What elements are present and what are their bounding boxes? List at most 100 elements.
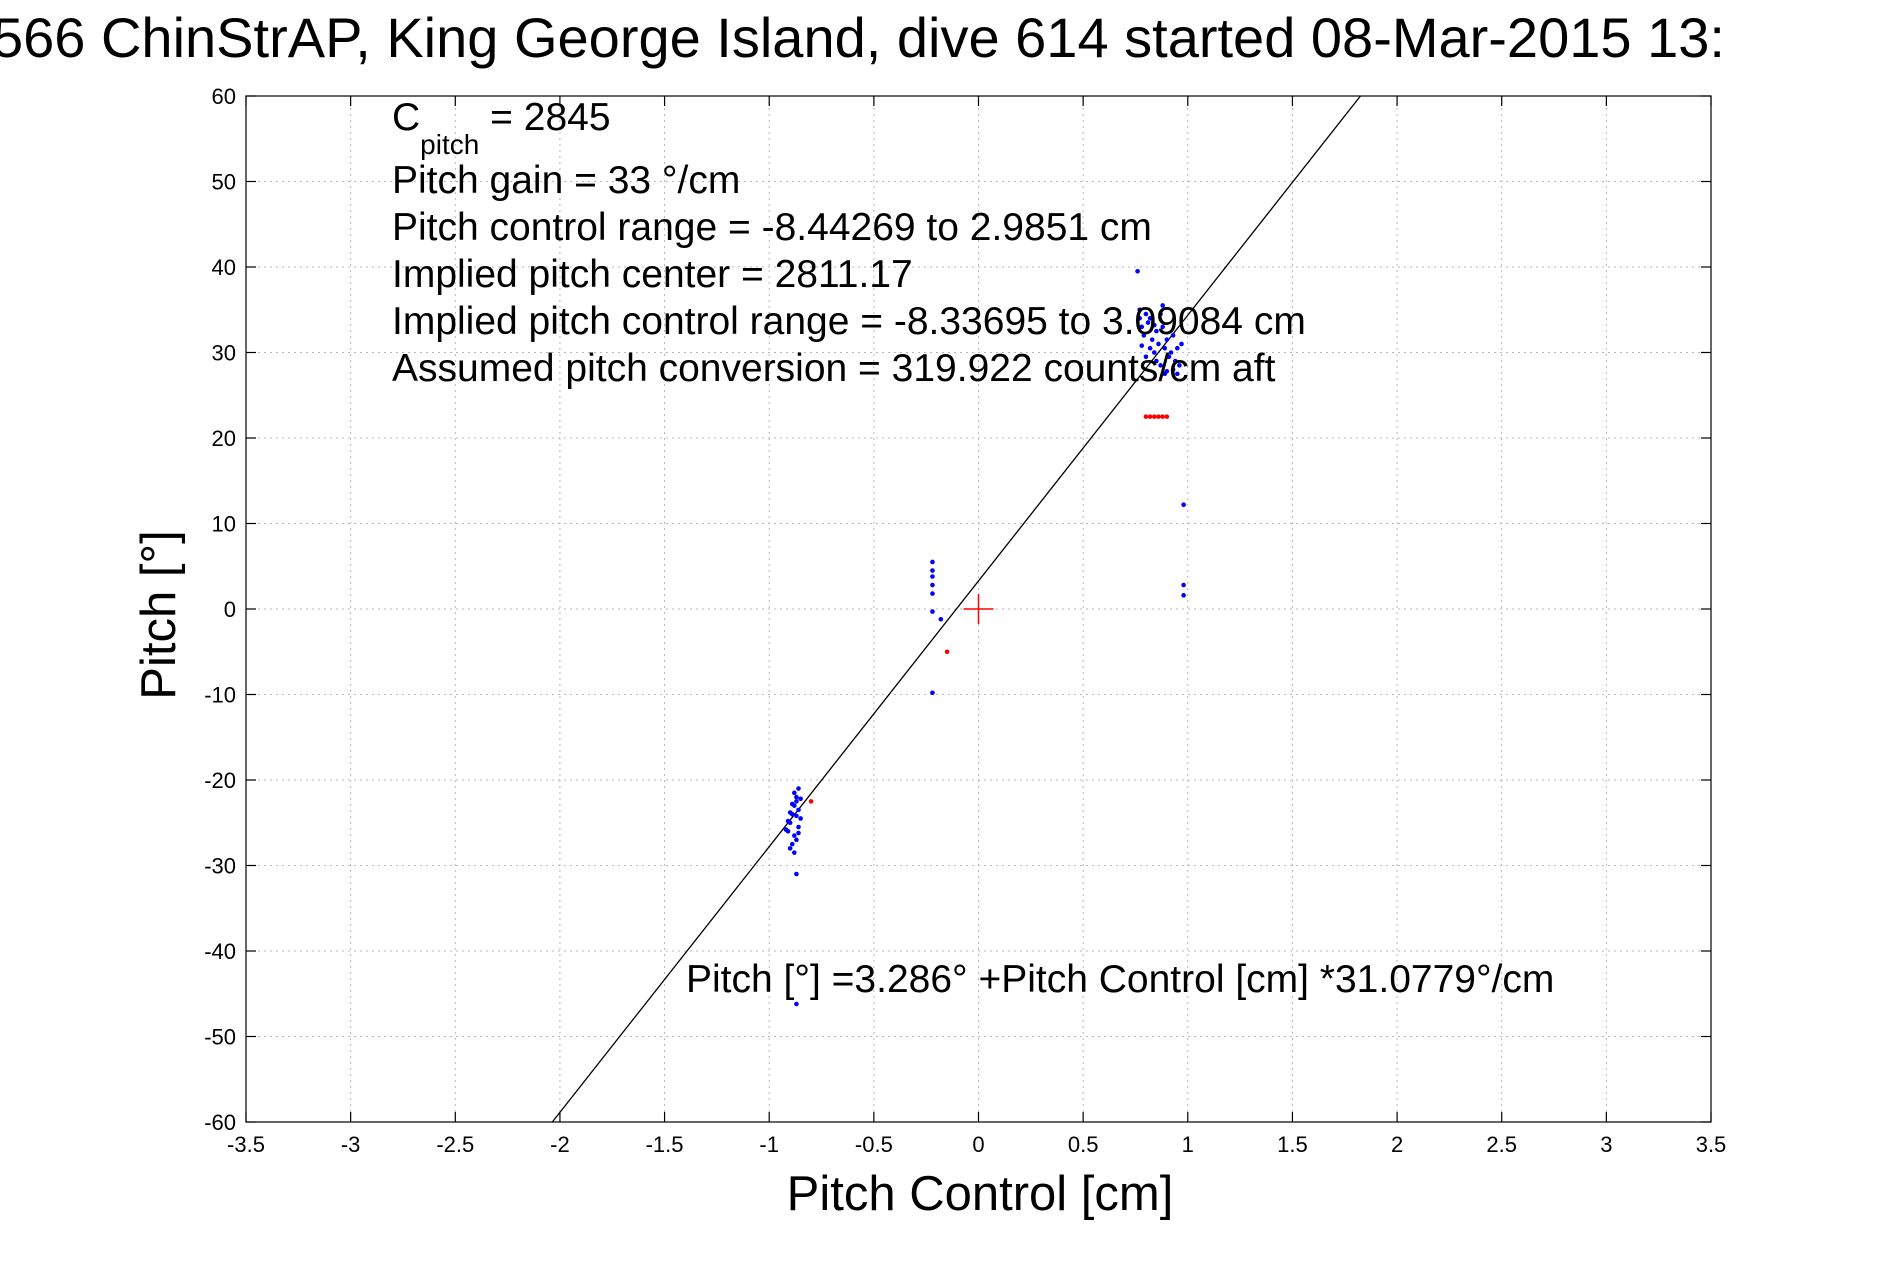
blue-data-point: [794, 794, 799, 800]
y-axis-label: Pitch [°]: [132, 530, 186, 699]
y-tick-label: 30: [212, 341, 236, 366]
x-axis-label: Pitch Control [cm]: [787, 1167, 1174, 1221]
fit-line: [551, 95, 1361, 1123]
blue-data-point: [1164, 337, 1170, 342]
blue-data-point: [1166, 354, 1172, 360]
blue-data-point: [794, 871, 799, 877]
assumed-pitch-conversion-annotation: Assumed pitch conversion = 319.922 count…: [392, 347, 1276, 390]
y-tick-labels: 60 50 40 30 20 10 0 -10 -20 -30 -40 -50 -60: [204, 84, 236, 1135]
blue-data-point: [930, 582, 935, 588]
center-marker: [963, 594, 994, 624]
blue-data-point: [1141, 333, 1147, 338]
y-tick-label: 20: [212, 426, 236, 451]
x-tick-label: 3: [1600, 1132, 1612, 1157]
blue-data-point: [1164, 369, 1170, 374]
blue-data-point: [1181, 593, 1186, 598]
blue-data-point: [1168, 350, 1174, 355]
data-points: [783, 268, 1186, 1007]
blue-data-point: [1152, 350, 1157, 355]
blue-data-point: [930, 690, 935, 696]
x-tick-label: 2: [1391, 1132, 1403, 1157]
blue-data-point: [789, 801, 795, 807]
blue-data-point: [1158, 311, 1163, 317]
implied-pitch-control-range-annotation: Implied pitch control range = -8.33695 t…: [392, 300, 1306, 343]
blue-data-point: [787, 846, 793, 851]
red-data-point: [808, 799, 814, 804]
blue-data-point: [930, 574, 935, 579]
blue-data-point: [796, 824, 801, 830]
annotations: Cpitch = 2845 Pitch gain = 33 °/cm Pitch…: [392, 96, 1554, 1001]
blue-data-point: [1181, 582, 1186, 588]
blue-data-point: [1162, 345, 1168, 351]
blue-data-point: [798, 796, 803, 802]
red-data-point: [1164, 414, 1170, 419]
blue-data-point: [787, 810, 793, 815]
x-tick-label: -3.5: [227, 1132, 265, 1157]
red-data-point: [1156, 414, 1161, 419]
blue-data-point: [930, 559, 935, 565]
blue-data-point: [1147, 316, 1153, 321]
blue-data-point: [1175, 371, 1180, 377]
blue-data-point: [930, 591, 935, 596]
blue-data-point: [1172, 358, 1178, 364]
blue-data-point: [1137, 307, 1142, 313]
c-pitch-main: C: [392, 96, 420, 139]
x-tick-label: -1: [759, 1132, 779, 1157]
blue-data-point: [1143, 311, 1149, 317]
blue-data-point: [796, 786, 801, 791]
red-data-point: [1160, 414, 1165, 419]
y-tick-label: -40: [204, 939, 236, 964]
blue-data-point: [798, 816, 803, 821]
x-tick-label: 0.5: [1068, 1132, 1099, 1157]
red-data-point: [944, 649, 950, 655]
blue-data-point: [785, 818, 791, 824]
y-tick-label: 60: [212, 84, 236, 109]
blue-data-point: [792, 850, 797, 855]
x-tick-label: -3: [341, 1132, 361, 1157]
y-tick-label: 10: [212, 512, 236, 537]
x-tick-label: -0.5: [855, 1132, 893, 1157]
y-tick-label: -50: [204, 1025, 236, 1050]
blue-data-point: [794, 1001, 799, 1007]
blue-data-point: [1160, 303, 1165, 308]
blue-data-point: [1149, 337, 1155, 342]
blue-data-point: [1154, 358, 1159, 364]
blue-data-point: [1139, 343, 1145, 348]
blue-data-point: [1145, 320, 1151, 325]
blue-data-point: [1158, 363, 1163, 368]
pitch-control-range-annotation: Pitch control range = -8.44269 to 2.9851…: [392, 206, 1152, 249]
blue-data-point: [1154, 328, 1159, 334]
y-tick-label: -20: [204, 768, 236, 793]
blue-data-point: [1181, 502, 1186, 507]
x-tick-label: 2.5: [1486, 1132, 1517, 1157]
x-tick-label: -2: [550, 1132, 570, 1157]
blue-data-point: [1170, 333, 1176, 338]
y-tick-label: -30: [204, 854, 236, 879]
x-tick-label: 1: [1182, 1132, 1194, 1157]
c-pitch-value: = 2845: [479, 96, 610, 139]
axis-ticks: [245, 95, 1712, 1123]
x-tick-label: 0: [972, 1132, 984, 1157]
x-tick-labels: -3.5 -3 -2.5 -2 -1.5 -1 -0.5 0 0.5 1 1.5 2 2.5 3 3.5: [227, 1132, 1726, 1157]
blue-data-point: [794, 813, 799, 819]
blue-data-point: [1170, 367, 1176, 372]
x-tick-label: -1.5: [646, 1132, 684, 1157]
blue-data-point: [1179, 341, 1184, 347]
blue-data-point: [792, 790, 797, 796]
blue-data-point: [792, 833, 797, 838]
blue-data-point: [796, 830, 801, 836]
blue-data-point: [1143, 354, 1149, 360]
blue-data-point: [1139, 324, 1145, 330]
blue-data-point: [1160, 324, 1165, 330]
y-tick-label: 0: [224, 597, 236, 622]
blue-data-point: [1177, 363, 1182, 368]
blue-data-point: [1147, 345, 1153, 351]
red-data-point: [1152, 414, 1157, 419]
x-tick-label: 1.5: [1277, 1132, 1308, 1157]
x-tick-label: -2.5: [436, 1132, 474, 1157]
x-tick-label: 3.5: [1696, 1132, 1727, 1157]
blue-data-point: [794, 799, 799, 804]
red-data-point: [1143, 414, 1149, 419]
